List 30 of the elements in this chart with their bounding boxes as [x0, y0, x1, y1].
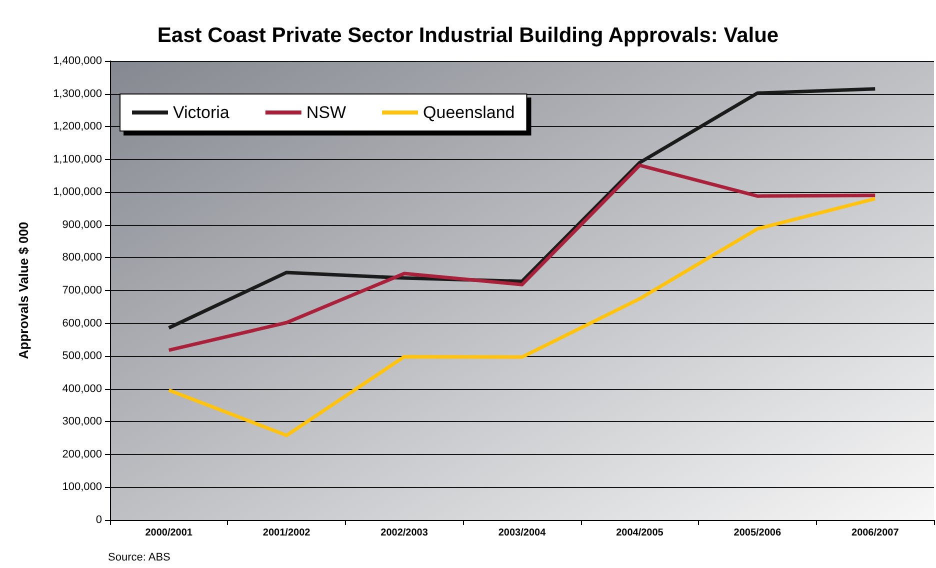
y-tick-label: 1,100,000	[53, 153, 102, 166]
y-tick-label: 900,000	[62, 218, 102, 231]
y-tick-label: 800,000	[62, 252, 102, 264]
y-tick-label: 1,400,000	[53, 55, 102, 67]
y-tick-label: 1,300,000	[53, 88, 102, 100]
chart-title: East Coast Private Sector Industrial Building Approvals: Value	[157, 24, 779, 47]
source-note: Source: ABS	[108, 552, 170, 564]
y-tick-label: 100,000	[62, 481, 102, 494]
y-axis-title: Approvals Value $ 000	[16, 222, 31, 360]
y-tick-label: 300,000	[62, 416, 102, 428]
y-tick-label: 400,000	[62, 382, 102, 395]
x-tick-label: 2000/2001	[145, 528, 193, 538]
x-tick-label: 2001/2002	[262, 528, 311, 538]
x-tick-label: 2003/2004	[498, 528, 546, 538]
y-tick-label: 700,000	[62, 284, 102, 296]
x-tick-label: 2006/2007	[852, 528, 900, 538]
x-tick-label: 2005/2006	[734, 528, 782, 538]
line-series	[167, 164, 877, 352]
y-tick-label: 200,000	[62, 448, 102, 460]
y-tick-label: 600,000	[62, 317, 102, 330]
line-series	[167, 196, 877, 438]
y-tick-label: 500,000	[62, 350, 102, 362]
y-tick-label: 1,200,000	[53, 120, 102, 133]
y-tick-label: 0	[96, 514, 102, 526]
y-tick-label: 1,000,000	[53, 186, 102, 198]
legend-label: Victoria	[173, 103, 230, 122]
x-tick-label: 2002/2003	[380, 528, 428, 538]
legend-label: Queensland	[423, 103, 515, 122]
legend-label: NSW	[306, 103, 346, 122]
x-tick-label: 2004/2005	[616, 528, 664, 538]
